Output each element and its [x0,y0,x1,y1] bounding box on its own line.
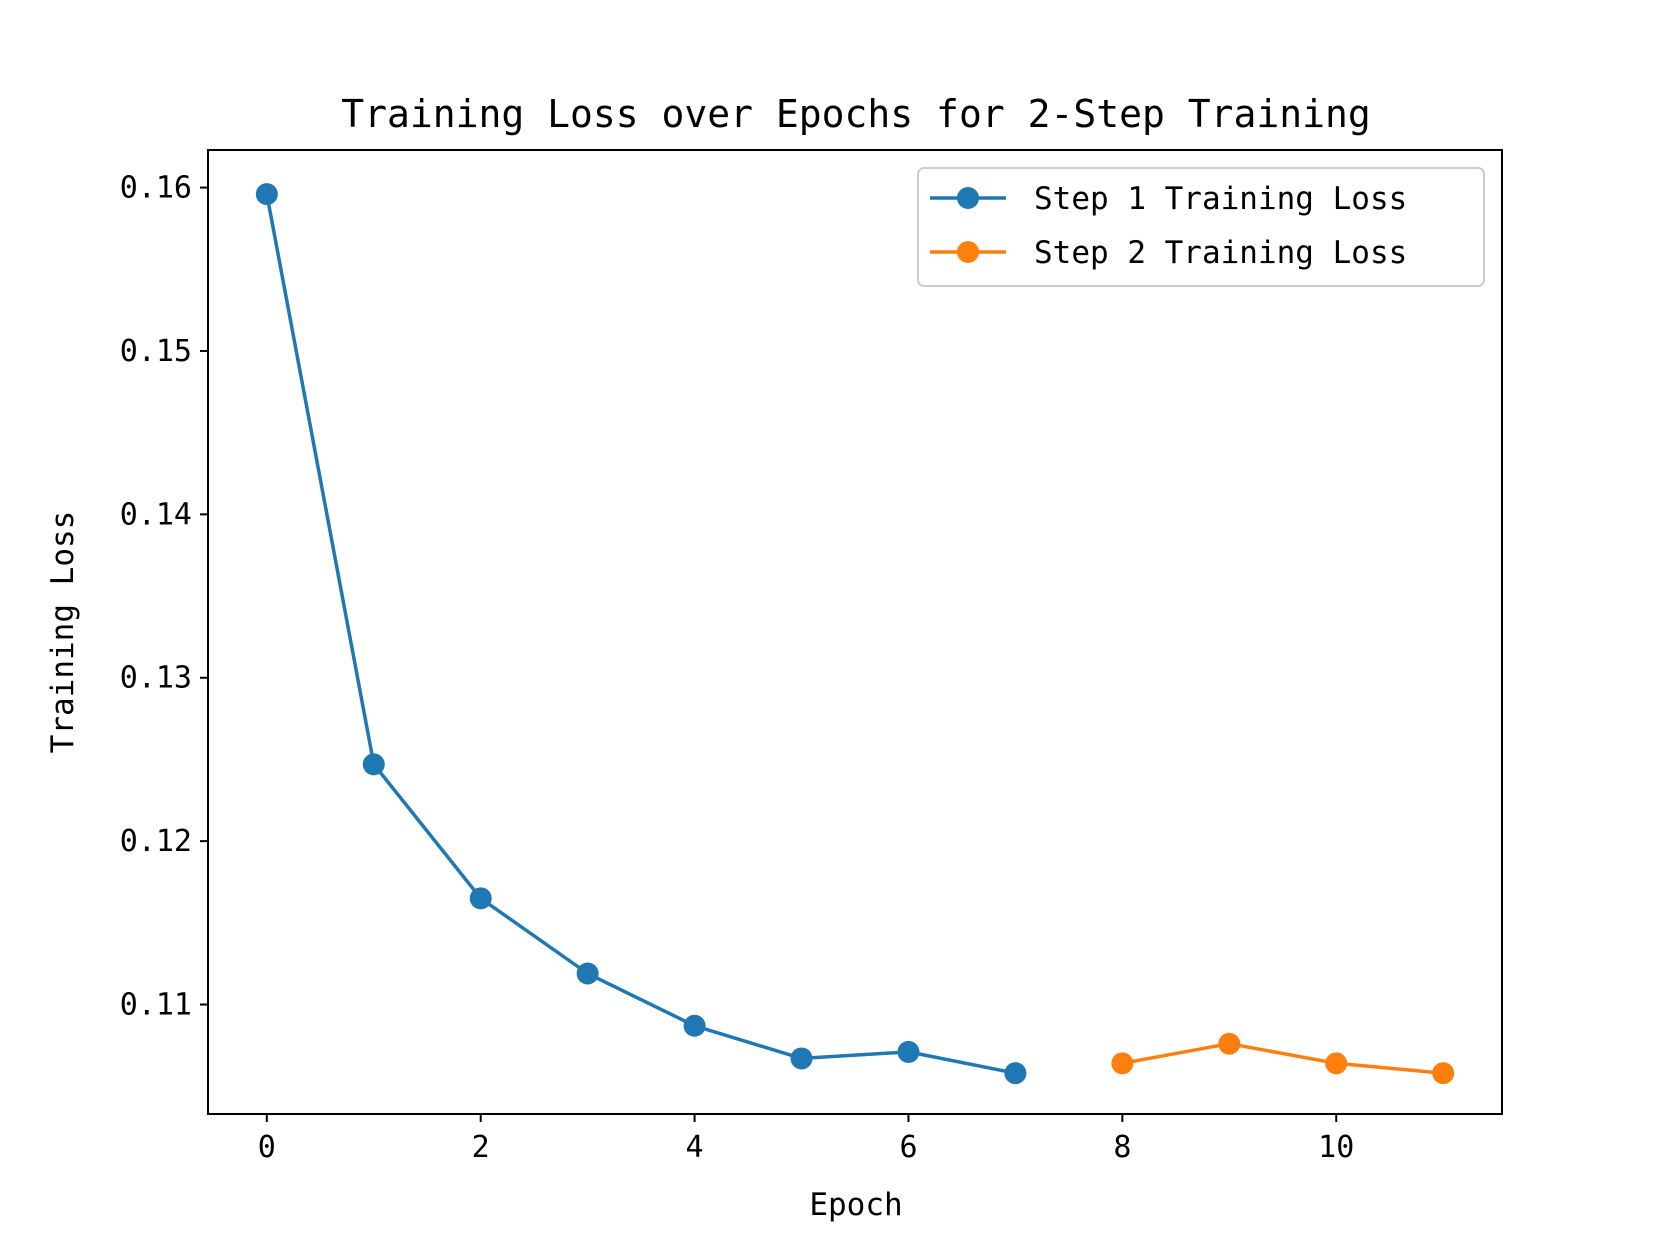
data-point [362,753,385,776]
data-point [1218,1032,1241,1055]
data-point [1004,1062,1027,1085]
x-tick-label: 10 [1318,1130,1354,1165]
y-axis-ticks: 0.11 0.12 0.13 0.14 0.15 0.16 [120,171,208,1023]
legend: Step 1 Training Loss Step 2 Training Los… [917,167,1485,287]
x-tick-label: 6 [899,1130,917,1165]
data-point [1325,1052,1348,1075]
y-tick-label: 0.15 [120,334,192,369]
plot-area [255,183,1455,1085]
chart-title: Training Loss over Epochs for 2-Step Tra… [341,92,1371,136]
x-axis-ticks: 0 2 4 6 8 10 [258,1114,1354,1165]
y-axis-label: Training Loss [45,511,81,754]
y-tick-label: 0.14 [120,497,192,532]
x-axis-label: Epoch [809,1187,902,1223]
legend-box [917,167,1485,287]
y-tick-label: 0.16 [120,171,192,206]
x-tick-label: 2 [472,1130,490,1165]
data-point [897,1040,920,1063]
data-point [255,183,278,206]
legend-marker-step-2 [957,241,979,263]
x-tick-label: 8 [1113,1130,1131,1165]
data-point [790,1047,813,1070]
x-tick-label: 4 [686,1130,704,1165]
data-point [1432,1062,1455,1085]
x-tick-label: 0 [258,1130,276,1165]
y-tick-label: 0.11 [120,988,192,1023]
y-tick-label: 0.13 [120,661,192,696]
axes-frame [207,149,1503,1115]
data-point [683,1014,706,1037]
legend-label-step-1: Step 1 Training Loss [1034,181,1407,217]
legend-label-step-2: Step 2 Training Loss [1034,235,1407,271]
data-point [576,962,599,985]
y-tick-label: 0.12 [120,824,192,859]
legend-marker-step-1 [957,187,979,209]
data-point [1111,1052,1134,1075]
series-line-step-1 [265,193,1016,1075]
series-line-step-2 [1122,1041,1444,1075]
data-point [469,887,492,910]
